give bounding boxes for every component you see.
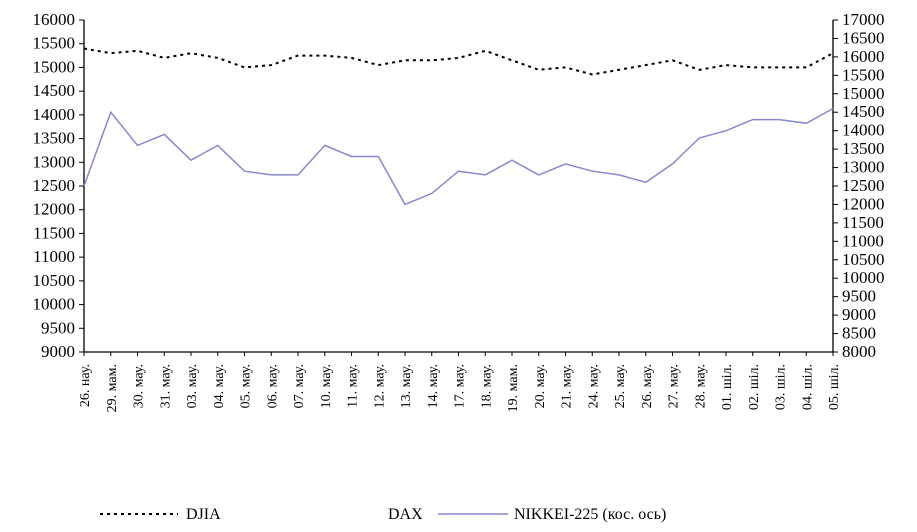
right-tick-label: 14500: [842, 102, 885, 121]
x-tick-label: 18. мау.: [479, 364, 494, 408]
x-tick-label: 24. мау.: [586, 364, 601, 408]
x-tick-label: 25. мау.: [613, 364, 628, 408]
series-lines: [83, 47, 834, 206]
x-tick-label: 05. шіл.: [827, 364, 842, 410]
x-tick-label: 04. шіл.: [800, 364, 815, 410]
left-tick-label: 9000: [41, 342, 75, 361]
x-axis-ticks: 26. нау. 29. мам. 30. мау. 31. мау. 03. мау.…: [78, 352, 842, 412]
x-tick-label: 05. мау.: [239, 364, 254, 408]
x-tick-label: 30. мау.: [132, 364, 147, 408]
x-tick-label: 10. мау.: [319, 364, 334, 408]
left-tick-label: 11500: [33, 223, 75, 242]
x-tick-label: 20. мау.: [533, 364, 548, 408]
x-tick-label: 03. мау.: [185, 364, 200, 408]
x-tick-label: 14. мау.: [426, 364, 441, 408]
left-tick-label: 9500: [41, 318, 75, 337]
right-tick-label: 15500: [842, 65, 885, 84]
series-line-left-0: [83, 47, 834, 76]
left-tick-label: 12500: [33, 176, 76, 195]
right-tick-label: 9500: [842, 287, 876, 306]
left-tick-label: 14000: [33, 105, 76, 124]
left-tick-label: 15000: [33, 57, 76, 76]
x-tick-label: 26. мау.: [640, 364, 655, 408]
legend-label-djia: DJIA: [186, 506, 221, 523]
right-tick-label: 8500: [842, 324, 876, 343]
left-tick-label: 16000: [33, 10, 76, 29]
x-tick-label: 17. мау.: [453, 364, 468, 408]
x-tick-label: 04. мау.: [212, 364, 227, 408]
left-tick-label: 10500: [33, 271, 76, 290]
axes: [83, 20, 834, 353]
right-tick-label: 16000: [842, 47, 885, 66]
legend-label-nikkei: NIKKEI-225 (кос. ось): [514, 506, 666, 523]
left-tick-label: 11000: [33, 247, 75, 266]
x-tick-label: 27. мау.: [667, 364, 682, 408]
right-tick-label: 11000: [842, 231, 884, 250]
x-tick-label: 29. мам.: [105, 364, 120, 412]
right-tick-label: 10500: [842, 250, 885, 269]
series-line-right-2: [83, 107, 834, 206]
right-tick-label: 8000: [842, 342, 876, 361]
x-tick-label: 12. мау.: [372, 364, 387, 408]
left-tick-label: 14500: [33, 81, 76, 100]
x-tick-label: 06. мау.: [265, 364, 280, 408]
left-tick-label: 13000: [33, 152, 76, 171]
left-axis-ticks: 9000 9500 10000 10500 11000 11500 12000 12500 13…: [33, 10, 84, 361]
x-tick-label: 31. мау.: [158, 364, 173, 408]
legend: DJIA DAX NIKKEI-225 (кос. ось): [100, 506, 666, 523]
right-tick-label: 12000: [842, 194, 885, 213]
left-tick-label: 12000: [33, 200, 76, 219]
right-tick-label: 14000: [842, 121, 885, 140]
x-tick-label: 11. мау.: [346, 364, 361, 408]
x-tick-label: 07. мау.: [292, 364, 307, 408]
right-axis-ticks: 8000850090009500100001050011000115001200…: [833, 10, 885, 361]
x-tick-label: 01. шіл.: [720, 364, 735, 410]
x-tick-label: 19. мам.: [506, 364, 521, 412]
right-tick-label: 15000: [842, 84, 885, 103]
x-tick-label: 26. нау.: [78, 364, 93, 407]
left-tick-label: 13500: [33, 129, 76, 148]
x-tick-label: 28. мау.: [693, 364, 708, 408]
right-tick-label: 12500: [842, 176, 885, 195]
left-tick-label: 15500: [33, 34, 76, 53]
right-tick-label: 16500: [842, 28, 885, 47]
left-tick-label: 10000: [33, 295, 76, 314]
x-tick-label: 03. шіл.: [774, 364, 789, 410]
x-tick-label: 02. шіл.: [747, 364, 762, 410]
right-tick-label: 11500: [842, 213, 884, 232]
right-tick-label: 9000: [842, 305, 876, 324]
right-tick-label: 13500: [842, 139, 885, 158]
right-tick-label: 13000: [842, 158, 885, 177]
right-tick-label: 17000: [842, 10, 885, 29]
right-tick-label: 10000: [842, 268, 885, 287]
x-tick-label: 21. мау.: [560, 364, 575, 408]
x-tick-label: 13. мау.: [399, 364, 414, 408]
legend-label-dax: DAX: [388, 506, 423, 523]
